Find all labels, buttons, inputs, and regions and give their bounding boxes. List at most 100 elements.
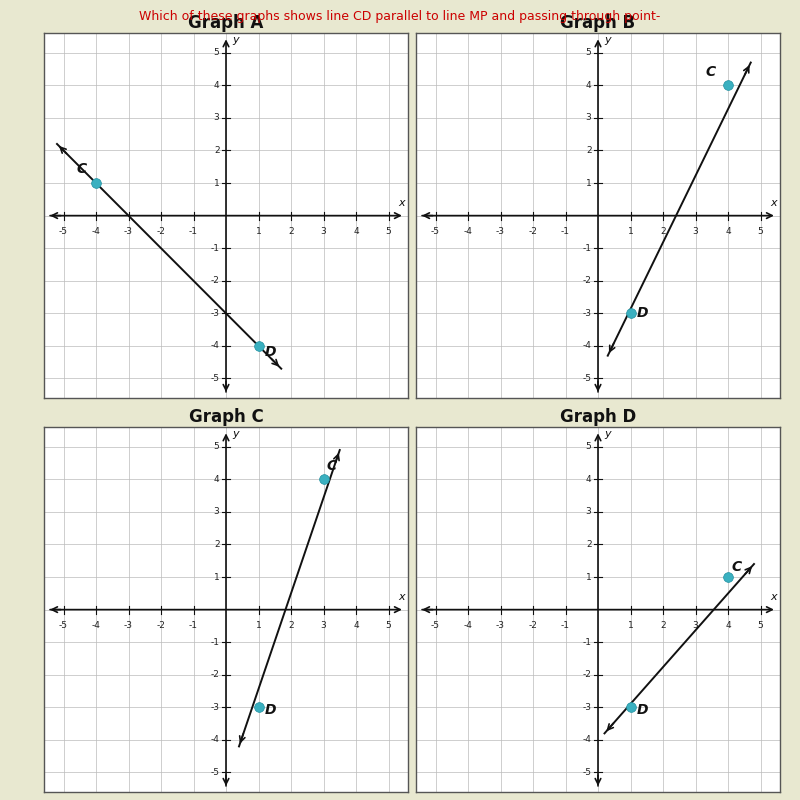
Text: x: x [770, 591, 777, 602]
Text: C: C [77, 162, 86, 176]
Text: -3: -3 [582, 309, 591, 318]
Text: 1: 1 [214, 178, 219, 187]
Text: x: x [770, 198, 777, 207]
Text: -1: -1 [189, 621, 198, 630]
Text: Graph D: Graph D [560, 408, 636, 426]
Text: 3: 3 [586, 507, 591, 517]
Text: 2: 2 [288, 227, 294, 236]
Text: Which of these graphs shows line CD parallel to line MP and passing through poin: Which of these graphs shows line CD para… [139, 10, 661, 23]
Text: -5: -5 [582, 768, 591, 777]
Text: 1: 1 [628, 621, 634, 630]
Text: -5: -5 [59, 621, 68, 630]
Text: 2: 2 [214, 146, 219, 155]
Text: -5: -5 [210, 374, 219, 383]
Text: D: D [265, 703, 277, 717]
Text: y: y [233, 34, 239, 45]
Text: D: D [265, 345, 277, 358]
Text: Graph B: Graph B [561, 14, 635, 32]
Text: -1: -1 [582, 638, 591, 646]
Text: 3: 3 [214, 114, 219, 122]
Text: Graph A: Graph A [188, 14, 264, 32]
Text: 1: 1 [256, 621, 262, 630]
Text: -3: -3 [496, 227, 505, 236]
Text: -1: -1 [210, 244, 219, 253]
Text: -5: -5 [210, 768, 219, 777]
Text: C: C [731, 559, 742, 574]
Text: 3: 3 [321, 621, 326, 630]
Text: 5: 5 [586, 48, 591, 58]
Text: x: x [398, 198, 405, 207]
Text: 1: 1 [586, 178, 591, 187]
Text: 2: 2 [288, 621, 294, 630]
Text: 2: 2 [586, 540, 591, 549]
Text: 4: 4 [725, 227, 731, 236]
Text: -5: -5 [59, 227, 68, 236]
Text: 5: 5 [586, 442, 591, 451]
Text: -5: -5 [582, 374, 591, 383]
Text: 5: 5 [758, 227, 763, 236]
Text: 5: 5 [214, 48, 219, 58]
Text: -1: -1 [561, 621, 570, 630]
Text: -3: -3 [124, 621, 133, 630]
Text: 3: 3 [321, 227, 326, 236]
Text: 1: 1 [586, 573, 591, 582]
Text: -3: -3 [210, 309, 219, 318]
Text: D: D [637, 306, 649, 319]
Text: 5: 5 [386, 227, 391, 236]
Text: -2: -2 [529, 621, 538, 630]
Text: -4: -4 [582, 735, 591, 744]
Text: -3: -3 [582, 703, 591, 712]
Text: D: D [637, 703, 649, 717]
Text: 2: 2 [214, 540, 219, 549]
Text: 2: 2 [660, 227, 666, 236]
Text: -3: -3 [496, 621, 505, 630]
Text: 4: 4 [353, 621, 359, 630]
Text: -5: -5 [431, 227, 440, 236]
Text: -3: -3 [124, 227, 133, 236]
Text: -2: -2 [529, 227, 538, 236]
Text: -4: -4 [463, 621, 473, 630]
Text: -2: -2 [210, 276, 219, 286]
Text: -1: -1 [210, 638, 219, 646]
Text: 5: 5 [214, 442, 219, 451]
Text: -5: -5 [431, 621, 440, 630]
Text: Graph C: Graph C [189, 408, 263, 426]
Text: -4: -4 [91, 621, 101, 630]
Text: 5: 5 [758, 621, 763, 630]
Text: 3: 3 [693, 227, 698, 236]
Text: 4: 4 [586, 475, 591, 484]
Text: 3: 3 [214, 507, 219, 517]
Text: 4: 4 [214, 475, 219, 484]
Text: 4: 4 [725, 621, 731, 630]
Text: -4: -4 [210, 735, 219, 744]
Text: -1: -1 [582, 244, 591, 253]
Text: -4: -4 [210, 342, 219, 350]
Text: -2: -2 [157, 227, 166, 236]
Text: 5: 5 [386, 621, 391, 630]
Text: 3: 3 [586, 114, 591, 122]
Text: C: C [326, 458, 337, 473]
Text: 4: 4 [353, 227, 359, 236]
Text: -1: -1 [189, 227, 198, 236]
Text: C: C [706, 65, 715, 78]
Text: -3: -3 [210, 703, 219, 712]
Text: -4: -4 [463, 227, 473, 236]
Text: 3: 3 [693, 621, 698, 630]
Text: y: y [605, 34, 611, 45]
Text: -2: -2 [582, 276, 591, 286]
Text: x: x [398, 591, 405, 602]
Text: 1: 1 [256, 227, 262, 236]
Text: -2: -2 [157, 621, 166, 630]
Text: -1: -1 [561, 227, 570, 236]
Text: -4: -4 [91, 227, 101, 236]
Text: y: y [605, 429, 611, 438]
Text: 2: 2 [586, 146, 591, 155]
Text: 1: 1 [628, 227, 634, 236]
Text: 1: 1 [214, 573, 219, 582]
Text: 4: 4 [586, 81, 591, 90]
Text: -2: -2 [210, 670, 219, 679]
Text: -4: -4 [582, 342, 591, 350]
Text: y: y [233, 429, 239, 438]
Text: -2: -2 [582, 670, 591, 679]
Text: 2: 2 [660, 621, 666, 630]
